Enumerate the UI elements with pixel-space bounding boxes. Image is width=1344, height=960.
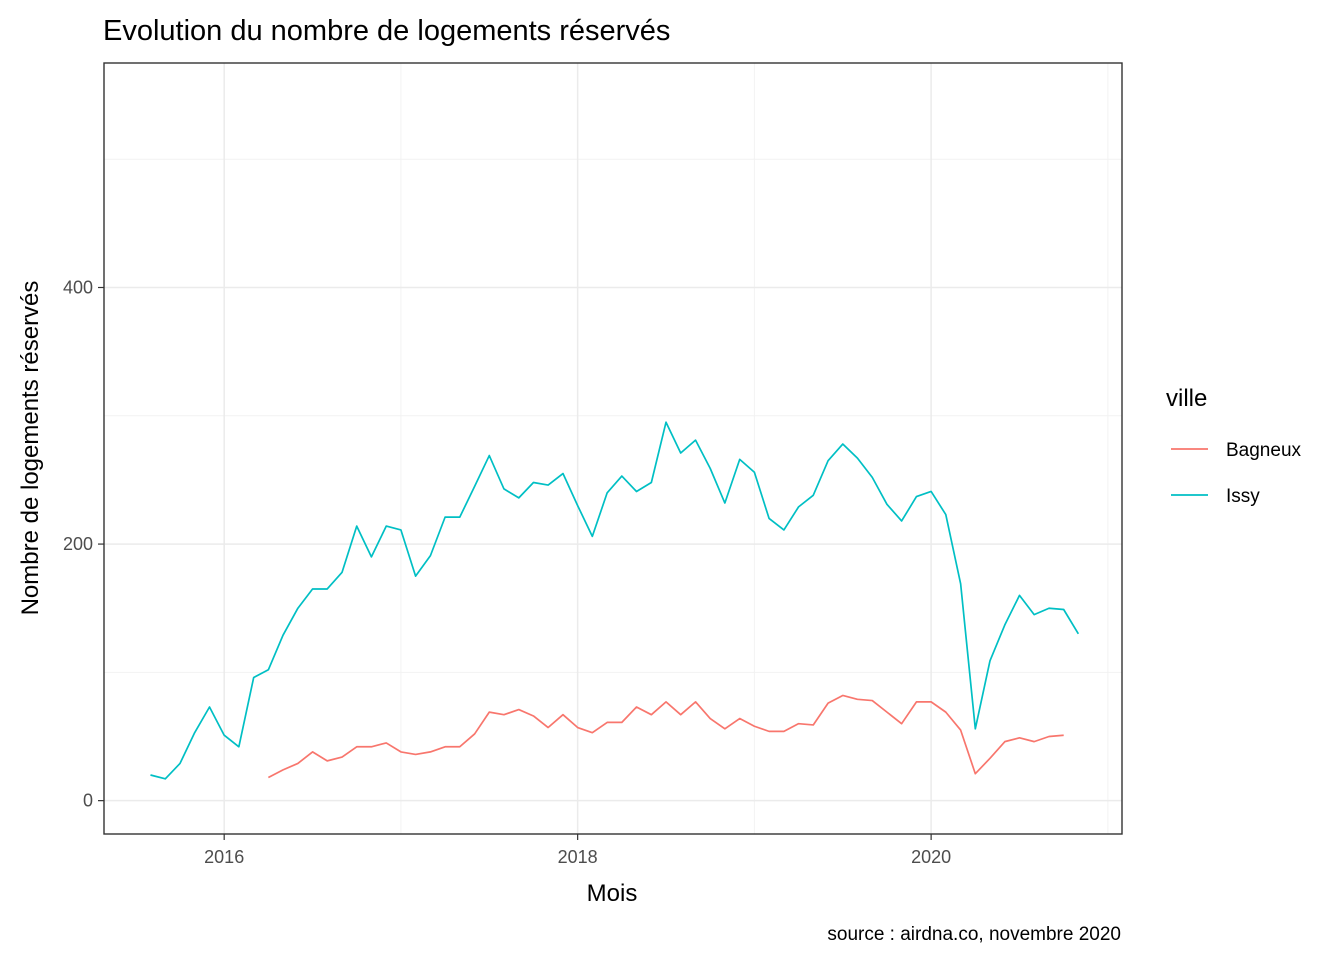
x-tick-label: 2020 xyxy=(911,847,951,867)
source-caption: source : airdna.co, novembre 2020 xyxy=(827,924,1121,945)
legend-label-bagneux: Bagneux xyxy=(1226,440,1302,461)
legend-title: ville xyxy=(1166,385,1207,412)
legend: ville Bagneux Issy xyxy=(1166,385,1302,507)
y-axis-title: Nombre de logements réservés xyxy=(17,281,44,616)
x-tick-label: 2016 xyxy=(204,847,244,867)
panel-grid xyxy=(104,63,1122,834)
x-tick-label: 2018 xyxy=(558,847,598,867)
series-line-bagneux xyxy=(267,694,1064,779)
chart-title: Evolution du nombre de logements réservé… xyxy=(103,15,670,47)
y-tick-label: 400 xyxy=(63,278,93,298)
legend-label-issy: Issy xyxy=(1226,486,1260,507)
y-tick-label: 200 xyxy=(63,534,93,554)
series-line-issy xyxy=(150,421,1080,780)
y-axis: 0 200 400 xyxy=(63,278,104,811)
panel-border xyxy=(103,62,1123,835)
x-axis-title: Mois xyxy=(587,880,638,907)
series-layer xyxy=(150,421,1080,780)
x-axis: 2016 2018 2020 xyxy=(204,834,951,867)
y-tick-label: 0 xyxy=(83,791,93,811)
